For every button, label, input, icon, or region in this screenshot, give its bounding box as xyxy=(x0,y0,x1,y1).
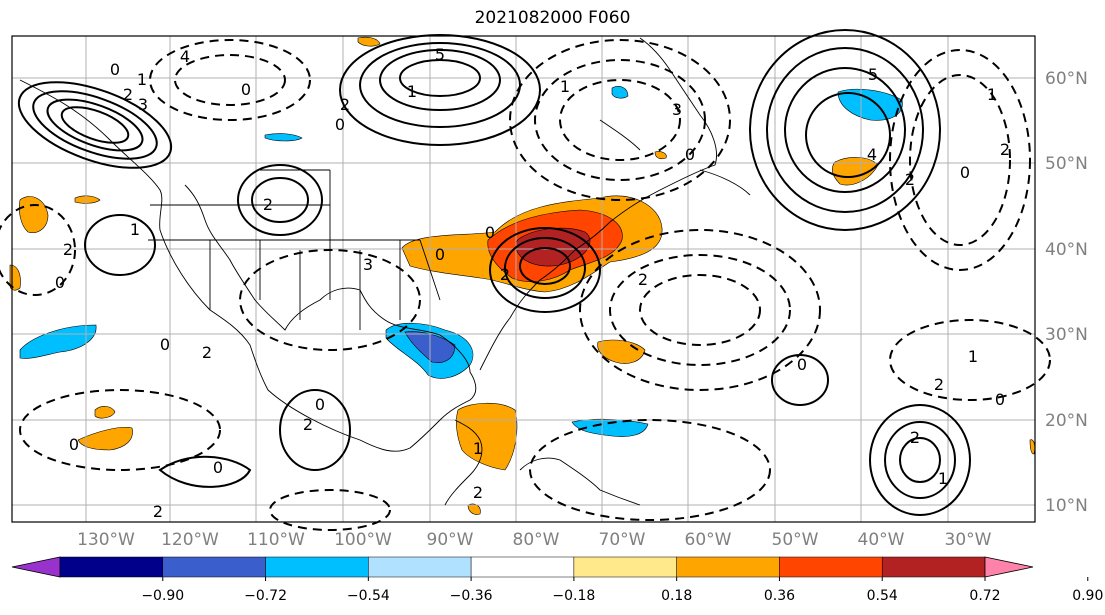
longitude-label: 50°W xyxy=(772,530,819,550)
contour-value-label: 0 xyxy=(69,435,79,454)
contour-value-label: 2 xyxy=(1000,140,1010,159)
colorbar-tick-labels: −0.90 −0.72 −0.54 −0.36 −0.18 0.18 0.36 0.54 0.7… xyxy=(141,577,1103,604)
contour-value-label: 2 xyxy=(934,375,944,394)
map-title: 2021082000 F060 xyxy=(474,8,631,28)
colorbar-tick-label: 0.36 xyxy=(764,588,795,604)
colorbar xyxy=(11,556,1034,578)
contour-value-label: 2 xyxy=(63,240,73,259)
longitude-label: 90°W xyxy=(427,530,474,550)
contour-value-label: 3 xyxy=(672,100,682,119)
map-frame xyxy=(11,35,1036,523)
longitude-label: 130°W xyxy=(77,530,135,550)
contour-value-label: 2 xyxy=(638,270,648,289)
contour-value-label: 1 xyxy=(473,439,483,458)
colorbar-tick-label: −0.90 xyxy=(141,588,184,604)
map-gridlines xyxy=(12,36,1035,522)
contour-value-label: 2 xyxy=(303,415,313,434)
contour-value-label: 3 xyxy=(363,255,373,274)
contour-value-label: 0 xyxy=(241,80,251,99)
latitude-label: 30°N xyxy=(1045,325,1088,345)
contour-value-label: 0 xyxy=(335,115,345,134)
colorbar-bin xyxy=(573,556,677,578)
contour-value-label: 1 xyxy=(137,70,147,89)
contour-value-label: 2 xyxy=(263,195,273,214)
contour-value-label: 2 xyxy=(202,343,212,362)
contour-value-label: 1 xyxy=(560,77,570,96)
longitude-label: 80°W xyxy=(513,530,560,550)
colorbar-tick-label: −0.72 xyxy=(244,588,287,604)
contour-value-label: 0 xyxy=(55,273,65,292)
contour-value-label: 0 xyxy=(960,163,970,182)
colorbar-tick-label: 0.18 xyxy=(661,588,692,604)
contour-value-label: 1 xyxy=(130,220,140,239)
contour-value-label: 0 xyxy=(315,395,325,414)
colorbar-tick-label: −0.54 xyxy=(347,588,390,604)
colorbar-bin xyxy=(676,556,780,578)
contour-value-label: 0 xyxy=(110,60,120,79)
contour-value-label: 5 xyxy=(435,45,445,64)
contour-value-label: 2 xyxy=(910,428,920,447)
contour-value-label: 2 xyxy=(473,483,483,502)
contour-value-label: 5 xyxy=(868,65,878,84)
colorbar-bin xyxy=(59,556,164,578)
coastlines xyxy=(19,37,751,506)
contour-value-label: 0 xyxy=(485,223,495,242)
latitude-label: 50°N xyxy=(1045,154,1088,174)
colorbar-bin xyxy=(881,556,986,578)
contour-value-label: 3 xyxy=(138,95,148,114)
contour-value-label: 1 xyxy=(987,85,997,104)
colorbar-tick-label: 0.90 xyxy=(1072,588,1103,604)
longitude-label: 40°W xyxy=(858,530,905,550)
longitude-label: 70°W xyxy=(599,530,646,550)
colorbar-tick-label: −0.18 xyxy=(552,588,595,604)
colorbar-tick-label: 0.72 xyxy=(969,588,1000,604)
shaded-regions xyxy=(9,36,1036,515)
contour-value-label: 2 xyxy=(153,502,163,521)
contours-negative xyxy=(0,39,1051,531)
contour-value-label: 2 xyxy=(905,170,915,189)
contour-value-label: 2 xyxy=(340,95,350,114)
colorbar-tick-label: −0.36 xyxy=(450,588,493,604)
colorbar-extend-high xyxy=(984,556,1034,578)
colorbar-bin xyxy=(779,556,883,578)
latitude-label: 40°N xyxy=(1045,240,1088,260)
latitude-labels: 60°N 50°N 40°N 30°N 20°N 10°N xyxy=(1045,69,1088,516)
longitude-label: 60°W xyxy=(685,530,732,550)
contour-value-label: 0 xyxy=(160,335,170,354)
longitude-label: 100°W xyxy=(334,530,392,550)
contour-value-label: 0 xyxy=(995,390,1005,409)
contour-value-label: 0 xyxy=(213,458,223,477)
colorbar-bin xyxy=(368,556,472,578)
contour-value-label: 0 xyxy=(435,245,445,264)
longitude-labels: 130°W 120°W 110°W 100°W 90°W 80°W 70°W 60°W 50°W… xyxy=(77,530,992,550)
contour-value-label: 0 xyxy=(797,355,807,374)
contour-value-label: 1 xyxy=(938,469,948,488)
contour-value-label: 1 xyxy=(968,347,978,366)
longitude-label: 30°W xyxy=(945,530,992,550)
latitude-label: 20°N xyxy=(1045,411,1088,431)
latitude-label: 10°N xyxy=(1045,496,1088,516)
contour-value-label: 1 xyxy=(407,82,417,101)
colorbar-tick-label: 0.54 xyxy=(867,588,898,604)
latitude-label: 60°N xyxy=(1045,69,1088,89)
contour-value-label: 0 xyxy=(685,145,695,164)
longitude-label: 120°W xyxy=(161,530,219,550)
colorbar-extend-low xyxy=(11,556,61,578)
longitude-label: 110°W xyxy=(247,530,305,550)
contour-value-label: 4 xyxy=(180,47,190,66)
contour-value-label: 2 xyxy=(123,85,133,104)
colorbar-bin xyxy=(470,556,575,578)
colorbar-bin xyxy=(162,556,266,578)
contours-positive xyxy=(17,29,971,516)
contour-value-label: 4 xyxy=(867,145,877,164)
colorbar-bin xyxy=(265,556,369,578)
contour-value-label: 2 xyxy=(500,265,510,284)
